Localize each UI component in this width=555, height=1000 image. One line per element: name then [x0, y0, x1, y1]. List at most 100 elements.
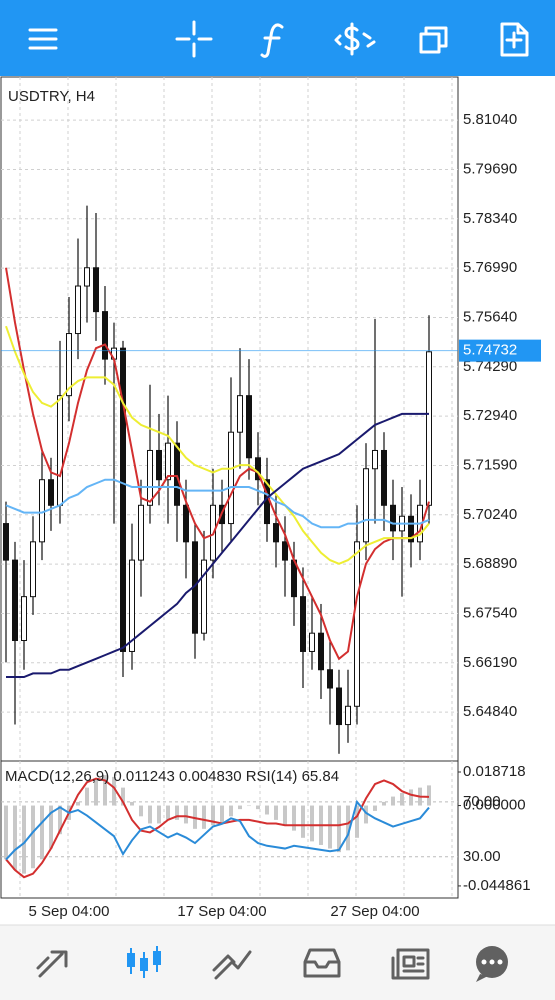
y-tick-label: 0.000000: [463, 797, 526, 814]
candle-body: [102, 311, 108, 360]
macd-bar: [346, 805, 350, 851]
y-tick-label: 5.71590: [463, 456, 517, 473]
macd-bar: [157, 805, 161, 824]
candle-body: [426, 351, 432, 506]
macd-bar: [301, 805, 305, 838]
y-tick-label: 5.70240: [463, 506, 517, 523]
macd-bar: [40, 805, 44, 860]
indicators-button[interactable]: [260, 23, 284, 58]
candle-body: [84, 267, 90, 287]
candle-body: [66, 333, 72, 397]
macd-bar: [166, 805, 170, 820]
macd-bar: [364, 805, 368, 824]
macd-bar: [31, 805, 35, 869]
y-tick-label: 5.76990: [463, 259, 517, 276]
candle-body: [75, 285, 81, 335]
crosshair-button[interactable]: [175, 20, 213, 58]
macd-bar: [355, 805, 359, 838]
candle-body: [381, 449, 387, 506]
candle-body: [21, 596, 27, 642]
candle-body: [363, 468, 369, 543]
macd-bar: [103, 775, 107, 806]
macd-bar: [112, 776, 116, 806]
indicator-legend: MACD(12,26,9) 0.011243 0.004830 RSI(14) …: [5, 768, 339, 785]
macd-bar: [148, 805, 152, 824]
candle-body: [174, 442, 180, 506]
y2-tick-label: 70.00: [463, 793, 501, 810]
macd-bar: [4, 805, 8, 860]
y-tick-label: 5.64840: [463, 703, 517, 720]
macd-bar: [139, 805, 143, 817]
chart-tab[interactable]: [127, 946, 161, 978]
windows-button[interactable]: [419, 26, 448, 54]
candle-body: [372, 449, 378, 470]
x-tick-label: 27 Sep 04:00: [330, 903, 419, 920]
chat-tab[interactable]: [476, 946, 508, 982]
candle-body: [408, 515, 414, 543]
candle-body: [57, 395, 63, 506]
candle-body: [228, 431, 234, 525]
macd-bar: [76, 801, 80, 806]
macd-bar: [373, 805, 377, 811]
y-tick-label: -0.044861: [463, 877, 531, 894]
candle-body: [48, 479, 54, 506]
candle-body: [156, 449, 162, 481]
candle-body: [138, 504, 144, 561]
macd-bar: [121, 787, 125, 806]
candle-body: [282, 541, 288, 561]
macd-bar: [175, 805, 179, 820]
new-order-button[interactable]: [500, 22, 529, 57]
history-tab[interactable]: [303, 948, 341, 978]
candle-body: [327, 669, 333, 689]
candle-body: [120, 347, 126, 652]
candle-body: [165, 442, 171, 481]
moving-average: [5, 478, 430, 529]
macd-bar: [400, 792, 404, 806]
signal-line: [5, 777, 430, 879]
news-tab[interactable]: [391, 948, 430, 980]
candle-body: [309, 632, 315, 652]
candle-body: [93, 267, 99, 313]
candle-body: [183, 504, 189, 543]
candle-body: [246, 395, 252, 459]
candle-body: [336, 687, 342, 726]
moving-average: [5, 267, 430, 661]
macd-bar: [94, 778, 98, 806]
candle-body: [345, 705, 351, 726]
candle-body: [147, 449, 153, 506]
x-tick-label: 17 Sep 04:00: [177, 903, 266, 920]
candle-body: [129, 559, 135, 652]
macd-bar: [382, 801, 386, 806]
macd-bar: [184, 805, 188, 824]
candle-body: [354, 541, 360, 707]
quotes-tab[interactable]: [36, 950, 68, 978]
macd-bar: [427, 785, 431, 806]
macd-bar: [337, 805, 341, 853]
macd-bar: [292, 805, 296, 831]
moving-average: [6, 412, 429, 679]
bottom-nav: [0, 925, 555, 1000]
candle-body: [300, 596, 306, 652]
x-tick-label: 5 Sep 04:00: [29, 903, 110, 920]
macd-bar: [211, 805, 215, 826]
macd-bar: [391, 796, 395, 806]
macd-bar: [49, 805, 53, 849]
trade-tab[interactable]: [212, 950, 252, 980]
menu-button[interactable]: [28, 28, 58, 50]
candle-body: [390, 504, 396, 532]
candle-body: [3, 523, 9, 561]
candle-body: [255, 457, 261, 481]
chart-frame: [0, 76, 459, 899]
y-tick-label: 5.72940: [463, 407, 517, 424]
trade-button[interactable]: [334, 22, 376, 56]
macd-bar: [238, 805, 242, 810]
symbol-title: USDTRY, H4: [8, 88, 95, 105]
candle-body: [30, 541, 36, 598]
macd-bar: [328, 805, 332, 849]
moving-average: [5, 325, 430, 565]
macd-bar: [22, 805, 26, 874]
rsi-line: [5, 799, 430, 861]
current-price-tag: [459, 339, 541, 362]
macd-bar: [274, 805, 278, 820]
